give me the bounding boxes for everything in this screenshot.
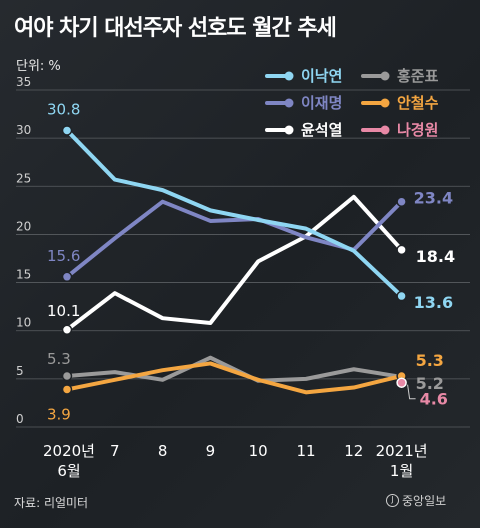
series-이낙연: 30.8 13.6	[47, 100, 453, 312]
publisher-logo: J 중앙일보	[386, 492, 446, 509]
data-point	[396, 196, 407, 207]
legend-marker	[380, 98, 390, 108]
end-value-label: 18.4	[416, 247, 455, 266]
end-value-label: 5.3	[416, 351, 444, 370]
series-윤석열: 10.1 18.4	[47, 194, 455, 336]
y-tick-labels: 0 5 10 15 20 25 30 35	[16, 75, 31, 426]
start-value-label: 10.1	[47, 302, 80, 320]
source-note: 자료: 리얼미터	[14, 496, 89, 510]
series-안철수: 3.9 5.3	[47, 351, 444, 423]
end-value-label: 4.6	[420, 390, 448, 409]
series-line	[65, 199, 404, 279]
x-tick-label: 7	[110, 442, 120, 460]
y-tick-label: 10	[16, 316, 31, 330]
y-tick-label: 20	[16, 219, 31, 233]
y-tick-label: 15	[16, 268, 31, 282]
leader-line	[407, 384, 416, 400]
data-point	[396, 290, 407, 302]
start-value-label: 15.6	[47, 247, 80, 265]
series-나경원: 4.6	[396, 377, 448, 409]
legend-marker	[380, 125, 390, 135]
data-point	[61, 324, 73, 336]
legend-label: 홍준표	[397, 67, 439, 85]
data-point	[61, 370, 73, 382]
legend-item-이낙연: 이낙연	[265, 67, 342, 85]
legend-marker	[284, 71, 294, 81]
start-value-label: 3.9	[47, 405, 71, 423]
series-line	[65, 355, 404, 383]
unit-label: 단위: %	[16, 59, 61, 74]
legend-item-이재명: 이재명	[265, 94, 342, 112]
y-tick-label: 0	[16, 412, 24, 426]
x-tick-label: 2021년	[376, 442, 428, 460]
series-layer: 5.3 5.2 3.9 5.3 10.1 18.4 15.6 23.4 30.8 13.6 4.6	[47, 100, 455, 423]
x-tick-label: 11	[296, 442, 315, 460]
legend-item-안철수: 안철수	[361, 94, 439, 112]
end-value-label: 23.4	[414, 189, 453, 208]
legend-marker	[380, 71, 390, 81]
legend-label: 안철수	[397, 94, 439, 112]
data-point	[396, 244, 407, 256]
x-tick-label: 8	[158, 442, 168, 460]
legend-marker	[284, 125, 294, 135]
end-value-label: 5.2	[416, 374, 444, 393]
legend-item-윤석열: 윤석열	[265, 121, 342, 139]
legend-item-나경원: 나경원	[361, 121, 438, 139]
x-tick-label: 10	[249, 442, 268, 460]
y-tick-label: 30	[16, 123, 31, 137]
chart-title: 여야 차기 대선주자 선호도 월간 추세	[14, 16, 337, 41]
x-tick-label: 9	[206, 442, 216, 460]
legend-marker	[284, 98, 294, 108]
logo-text: 중앙일보	[402, 494, 447, 508]
y-tick-label: 25	[16, 171, 31, 185]
series-line	[65, 128, 404, 299]
x-tick-label: 6월	[57, 462, 80, 480]
data-point	[61, 271, 73, 283]
y-tick-label: 5	[16, 364, 24, 378]
legend-label: 이재명	[301, 94, 342, 112]
x-tick-labels: 2020년 6월 7 8 9 10 11 12 2021년 1월	[43, 442, 428, 480]
legend-label: 윤석열	[301, 121, 342, 139]
series-홍준표: 5.3 5.2	[47, 350, 444, 393]
data-point	[61, 384, 73, 395]
logo-mark-icon: J	[386, 494, 399, 507]
start-value-label: 30.8	[47, 100, 80, 118]
data-point	[396, 377, 407, 388]
start-value-label: 5.3	[47, 350, 71, 368]
x-tick-label: 1월	[390, 462, 413, 480]
legend-item-홍준표: 홍준표	[361, 67, 439, 85]
grid-layer	[16, 89, 470, 428]
x-tick-label: 2020년	[43, 442, 95, 460]
series-line	[65, 361, 404, 395]
series-line	[65, 194, 404, 332]
data-point	[61, 125, 73, 136]
y-tick-label: 35	[16, 75, 31, 89]
x-tick-label: 12	[344, 442, 363, 460]
series-이재명: 15.6 23.4	[47, 189, 453, 283]
legend-label: 이낙연	[301, 67, 342, 85]
end-value-label: 13.6	[414, 293, 453, 312]
legend-label: 나경원	[397, 121, 438, 139]
